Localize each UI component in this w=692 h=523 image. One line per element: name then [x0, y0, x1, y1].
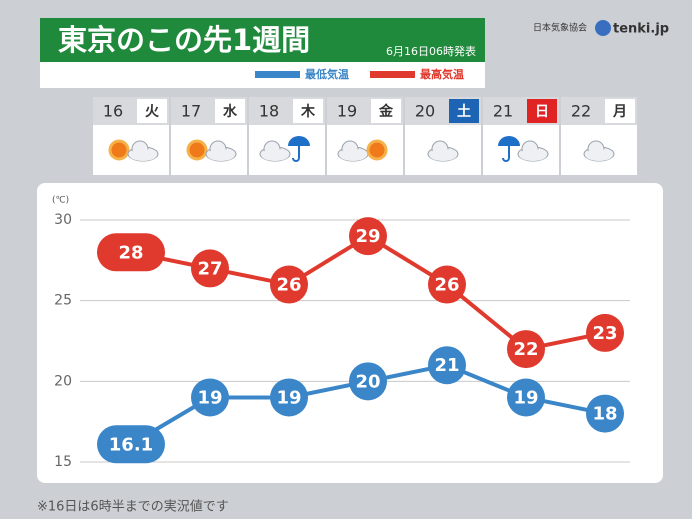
y-tick-label: 25	[54, 293, 72, 309]
value-label: 27	[197, 258, 222, 279]
weekday: 火	[145, 104, 160, 120]
weekday: 水	[223, 103, 238, 120]
icon-sun	[108, 139, 130, 161]
icon-cloud	[519, 149, 547, 161]
marker	[191, 378, 229, 417]
day-card: 16 火	[93, 97, 169, 175]
icon-umbrella	[288, 136, 310, 146]
value-label: 19	[513, 387, 538, 408]
marker	[586, 394, 624, 433]
value-label: 23	[592, 323, 617, 344]
y-tick-label: 15	[54, 454, 72, 470]
icon-cloud	[207, 149, 235, 161]
y-unit: (℃)	[52, 196, 69, 206]
value-label: 28	[118, 242, 143, 263]
icon-umbrella	[502, 146, 510, 162]
weekday-box	[371, 99, 401, 123]
value-label: 22	[513, 339, 538, 360]
day-card: 17 水	[171, 97, 247, 175]
y-tick-label: 30	[54, 212, 72, 228]
day-card: 18 木	[249, 97, 325, 175]
weekday-box	[137, 99, 167, 123]
legend-label: 最低気温	[305, 67, 349, 81]
day-card: 21 日	[483, 97, 559, 175]
legend-swatch	[255, 71, 300, 78]
value-label: 29	[355, 226, 380, 247]
footnote: ※16日は6時半までの実況値です	[37, 499, 229, 515]
weekday: 土	[457, 103, 471, 120]
weekday: 木	[300, 103, 316, 120]
marker	[191, 249, 229, 288]
icon-cloud	[129, 149, 157, 161]
org: 日本気象協会	[533, 22, 587, 34]
marker	[97, 233, 165, 272]
legend-swatch	[370, 71, 415, 78]
value-label: 16.1	[109, 434, 153, 455]
marker	[586, 313, 624, 352]
issued: 6月16日06時発表	[386, 44, 476, 58]
logo-icon	[595, 20, 611, 36]
title: 東京のこの先1週間	[58, 23, 310, 57]
icon-sun	[366, 139, 388, 161]
marker	[507, 378, 545, 417]
y-tick-label: 20	[54, 373, 72, 389]
marker	[428, 346, 466, 385]
day-card: 19 金	[327, 97, 403, 175]
day-card: 20 土	[405, 97, 481, 175]
weekday-box	[215, 99, 245, 123]
marker	[428, 265, 466, 304]
day-number: 17	[181, 102, 201, 121]
icon-cloud	[429, 149, 457, 161]
weekday-box	[605, 99, 635, 123]
value-label: 20	[355, 371, 380, 392]
icon-sun	[186, 139, 208, 161]
marker	[507, 330, 545, 369]
icon-cloud	[339, 149, 367, 161]
weekday: 日	[535, 104, 549, 120]
marker	[349, 217, 387, 256]
marker	[270, 378, 308, 417]
legend-label: 最高気温	[420, 67, 464, 81]
value-label: 19	[276, 387, 301, 408]
day-number: 19	[337, 102, 357, 121]
value-label: 26	[276, 275, 301, 296]
value-label: 21	[434, 355, 459, 376]
weekday-box	[527, 99, 557, 123]
marker	[349, 362, 387, 401]
brand: tenki.jp	[613, 22, 669, 37]
icon-umbrella	[292, 146, 300, 162]
day-number: 22	[571, 102, 591, 121]
marker	[97, 425, 165, 464]
day-number: 18	[259, 102, 279, 121]
weekday: 金	[378, 103, 394, 120]
value-label: 26	[434, 275, 459, 296]
icon-cloud	[261, 149, 289, 161]
weekday-box	[449, 99, 479, 123]
marker	[270, 265, 308, 304]
value-label: 18	[592, 404, 617, 425]
weekday: 月	[612, 104, 627, 120]
icon-cloud	[585, 149, 613, 161]
icon-umbrella	[498, 136, 520, 146]
day-number: 20	[415, 102, 435, 121]
day-number: 16	[103, 102, 123, 121]
day-card: 22 月	[561, 97, 637, 175]
title-bar	[40, 18, 485, 62]
weekday-box	[293, 99, 323, 123]
day-number: 21	[493, 102, 513, 121]
value-label: 19	[197, 387, 222, 408]
